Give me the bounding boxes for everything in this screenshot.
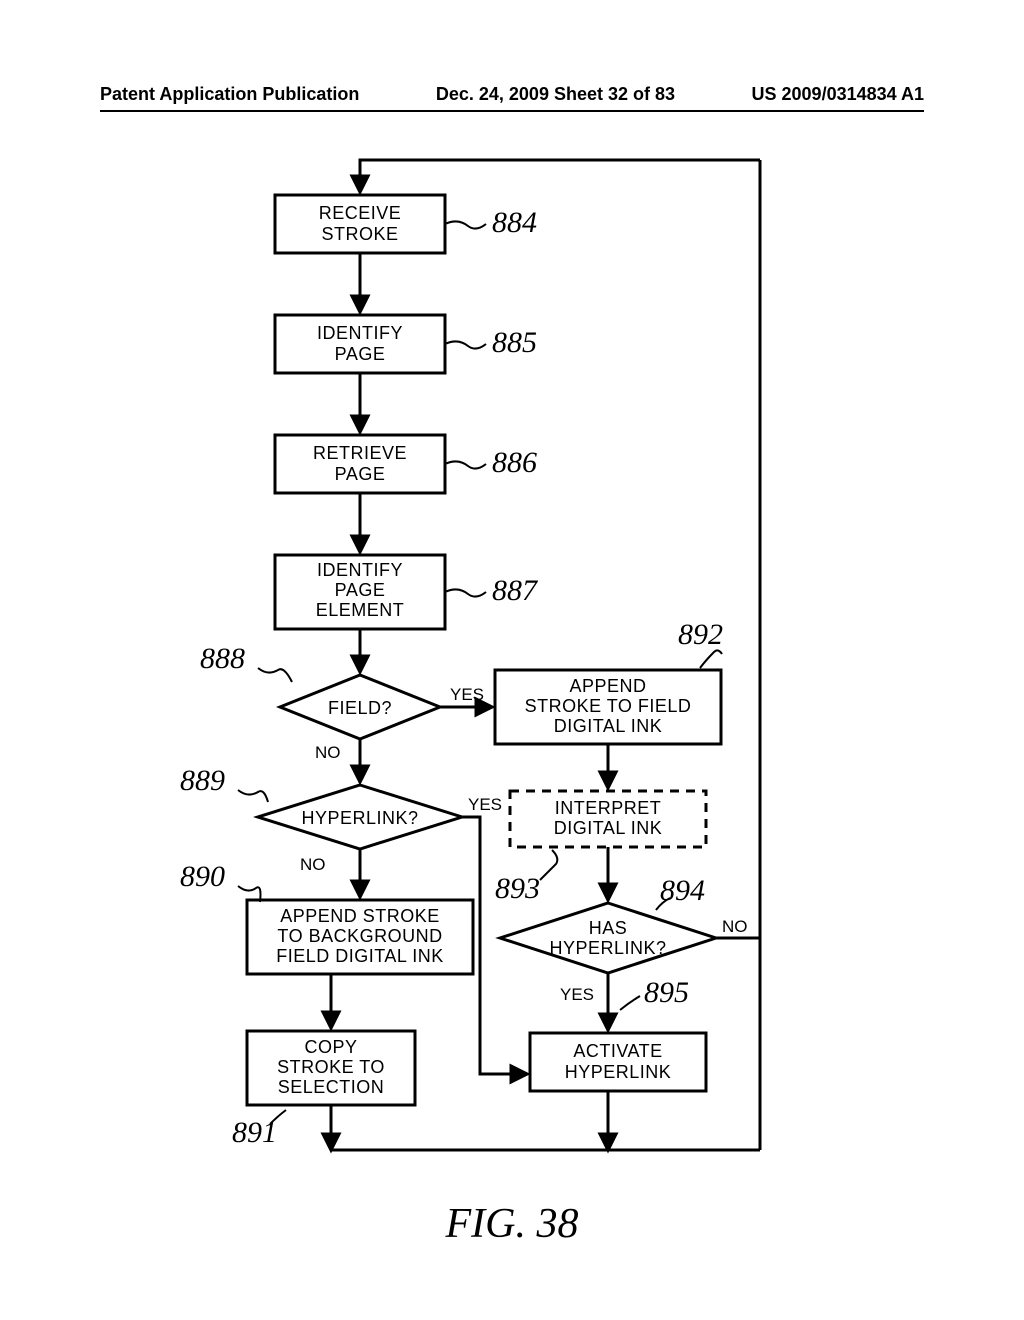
svg-text:FIELD DIGITAL INK: FIELD DIGITAL INK [276, 946, 444, 966]
svg-text:TO BACKGROUND: TO BACKGROUND [277, 926, 442, 946]
svg-text:IDENTIFY: IDENTIFY [317, 323, 403, 343]
svg-text:PAGE: PAGE [335, 580, 386, 600]
svg-text:STROKE: STROKE [321, 224, 398, 244]
svg-text:891: 891 [232, 1116, 277, 1149]
node-receive-stroke: RECEIVE STROKE 884 [275, 195, 537, 253]
node-append-field-ink: APPEND STROKE TO FIELD DIGITAL INK 892 [495, 618, 723, 744]
svg-text:887: 887 [492, 574, 539, 607]
svg-text:IDENTIFY: IDENTIFY [317, 560, 403, 580]
node-field-decision: FIELD? 888 [200, 642, 440, 739]
svg-text:893: 893 [495, 872, 540, 905]
svg-text:HYPERLINK?: HYPERLINK? [301, 808, 418, 828]
svg-text:STROKE TO: STROKE TO [277, 1057, 385, 1077]
svg-text:884: 884 [492, 206, 537, 239]
svg-text:894: 894 [660, 874, 705, 907]
node-append-background-ink: APPEND STROKE TO BACKGROUND FIELD DIGITA… [180, 860, 473, 974]
svg-text:890: 890 [180, 860, 225, 893]
header-center: Dec. 24, 2009 Sheet 32 of 83 [436, 84, 675, 105]
svg-text:DIGITAL INK: DIGITAL INK [554, 818, 663, 838]
header-right: US 2009/0314834 A1 [752, 84, 924, 105]
header-left: Patent Application Publication [100, 84, 359, 105]
svg-text:YES: YES [468, 795, 502, 814]
header-rule [100, 110, 924, 112]
svg-text:885: 885 [492, 326, 537, 359]
svg-text:APPEND STROKE: APPEND STROKE [280, 906, 440, 926]
svg-text:YES: YES [560, 985, 594, 1004]
svg-text:FIELD?: FIELD? [328, 698, 392, 718]
svg-text:ACTIVATE: ACTIVATE [573, 1041, 662, 1061]
svg-text:COPY: COPY [304, 1037, 357, 1057]
node-copy-stroke-selection: COPY STROKE TO SELECTION 891 [232, 1031, 415, 1149]
svg-text:ELEMENT: ELEMENT [316, 600, 405, 620]
svg-text:NO: NO [300, 855, 326, 874]
flowchart-diagram: RECEIVE STROKE 884 IDENTIFY PAGE 885 RET… [0, 140, 1024, 1200]
node-identify-page-element: IDENTIFY PAGE ELEMENT 887 [275, 555, 539, 629]
svg-text:DIGITAL INK: DIGITAL INK [554, 716, 663, 736]
svg-text:NO: NO [722, 917, 748, 936]
svg-text:SELECTION: SELECTION [278, 1077, 385, 1097]
node-activate-hyperlink: ACTIVATE HYPERLINK [530, 1033, 706, 1091]
svg-text:PAGE: PAGE [335, 464, 386, 484]
svg-text:APPEND: APPEND [569, 676, 646, 696]
svg-text:STROKE TO FIELD: STROKE TO FIELD [525, 696, 692, 716]
svg-text:RETRIEVE: RETRIEVE [313, 443, 407, 463]
svg-text:YES: YES [450, 685, 484, 704]
svg-text:888: 888 [200, 642, 245, 675]
svg-text:HYPERLINK: HYPERLINK [565, 1062, 672, 1082]
page-header: Patent Application Publication Dec. 24, … [100, 84, 924, 105]
svg-text:889: 889 [180, 764, 225, 797]
svg-text:RECEIVE: RECEIVE [319, 203, 402, 223]
svg-text:892: 892 [678, 618, 723, 651]
svg-text:HAS: HAS [589, 918, 628, 938]
svg-text:PAGE: PAGE [335, 344, 386, 364]
figure-caption: FIG. 38 [0, 1200, 1024, 1248]
svg-text:895: 895 [644, 976, 689, 1009]
svg-text:886: 886 [492, 446, 537, 479]
svg-text:INTERPRET: INTERPRET [555, 798, 662, 818]
node-retrieve-page: RETRIEVE PAGE 886 [275, 435, 537, 493]
svg-text:HYPERLINK?: HYPERLINK? [549, 938, 666, 958]
svg-text:NO: NO [315, 743, 341, 762]
node-hyperlink-decision: HYPERLINK? 889 [180, 764, 462, 849]
node-identify-page: IDENTIFY PAGE 885 [275, 315, 537, 373]
